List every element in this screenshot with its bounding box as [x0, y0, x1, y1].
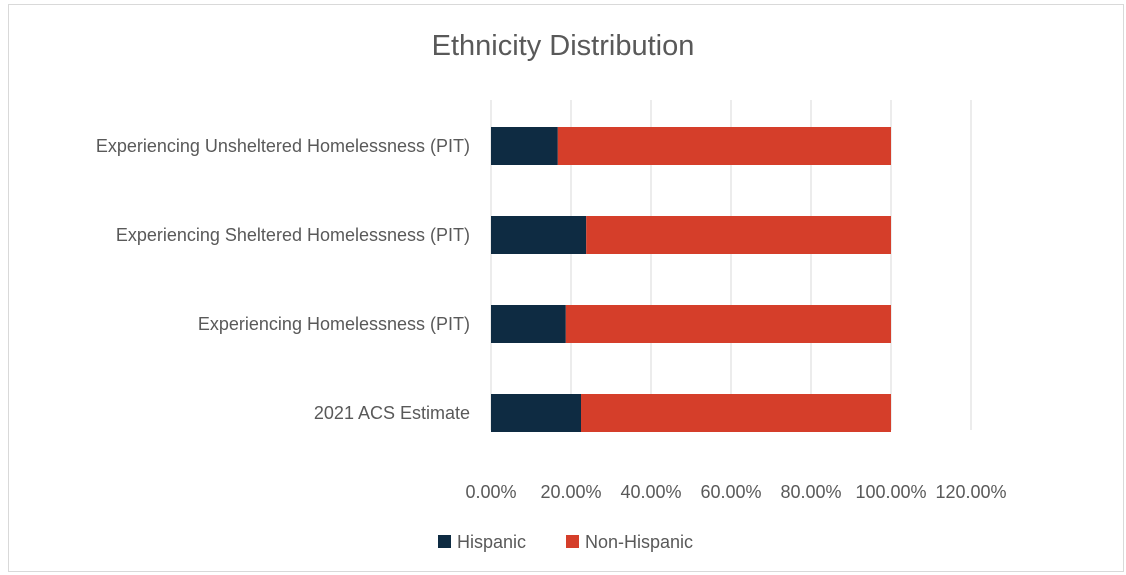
- legend-swatch: [566, 535, 579, 548]
- category-label: Experiencing Homelessness (PIT): [198, 314, 470, 334]
- category-label: Experiencing Unsheltered Homelessness (P…: [96, 136, 470, 156]
- x-tick-label: 120.00%: [935, 482, 1006, 502]
- bar-non-hispanic: [565, 305, 891, 343]
- x-tick-label: 40.00%: [620, 482, 681, 502]
- x-tick-label: 80.00%: [780, 482, 841, 502]
- bar-non-hispanic: [581, 394, 891, 432]
- bar-non-hispanic: [557, 127, 891, 165]
- chart-title: Ethnicity Distribution: [431, 30, 695, 62]
- legend-swatch: [438, 535, 451, 548]
- bar-hispanic: [491, 127, 558, 165]
- bar-hispanic: [491, 305, 566, 343]
- x-tick-label: 0.00%: [465, 482, 516, 502]
- x-tick-label: 100.00%: [855, 482, 926, 502]
- bar-hispanic: [491, 394, 581, 432]
- legend-label: Hispanic: [457, 532, 526, 552]
- bar-hispanic: [491, 216, 587, 254]
- legend-label: Non-Hispanic: [585, 532, 693, 552]
- x-tick-label: 60.00%: [700, 482, 761, 502]
- x-tick-label: 20.00%: [540, 482, 601, 502]
- category-label: 2021 ACS Estimate: [314, 403, 470, 423]
- bar-non-hispanic: [586, 216, 891, 254]
- category-label: Experiencing Sheltered Homelessness (PIT…: [116, 225, 470, 245]
- chart-frame: [8, 4, 1124, 572]
